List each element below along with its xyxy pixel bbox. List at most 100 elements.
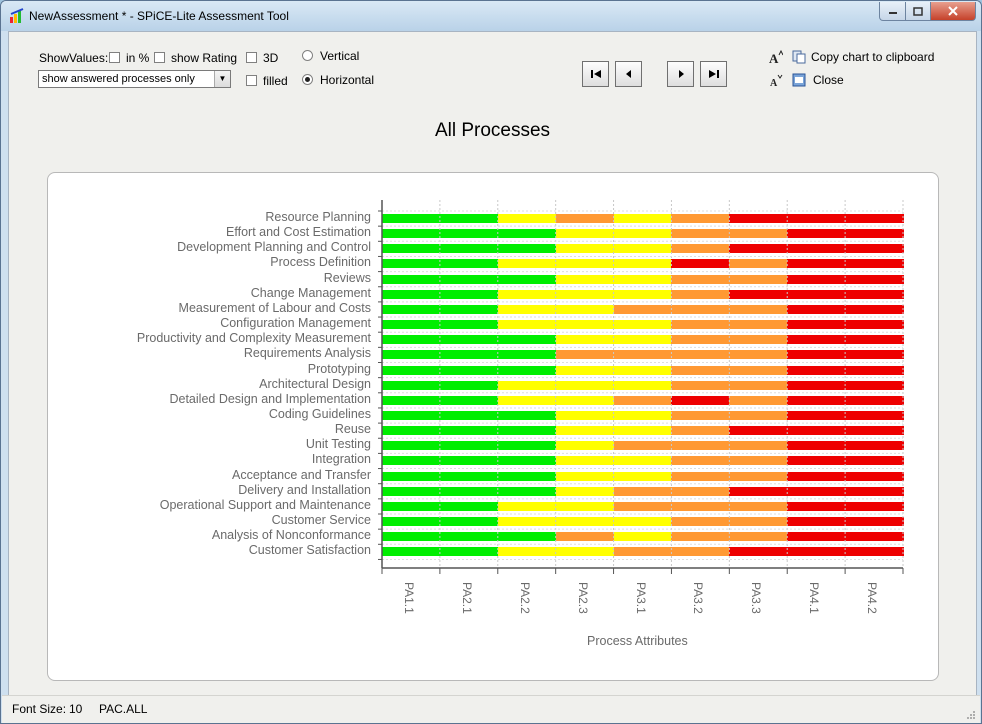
bar-segment	[671, 229, 730, 239]
bar-segment	[497, 456, 557, 466]
process-label: Resource Planning	[265, 210, 371, 224]
bar-segment	[439, 517, 499, 526]
bar-segment	[613, 395, 673, 405]
bar-segment	[382, 426, 441, 436]
bar-segment	[613, 532, 673, 542]
process-label: Delivery and Installation	[238, 482, 371, 497]
bar-segment	[787, 350, 846, 360]
bar-segment	[787, 380, 846, 390]
bar-segment	[555, 501, 615, 511]
svg-text:A: A	[769, 51, 779, 64]
x-tick-label: PA2.3	[575, 582, 592, 626]
bar-segment	[729, 289, 788, 299]
bar-segment	[613, 456, 673, 466]
bar-segment	[555, 274, 615, 284]
bar-segment	[613, 501, 673, 511]
bar-segment	[613, 486, 673, 496]
x-tick-label-text: PA2.3	[575, 582, 590, 614]
bar-segment	[382, 335, 441, 345]
bar-segment	[555, 517, 615, 526]
bar-segment	[671, 486, 730, 496]
process-label: Effort and Cost Estimation	[226, 225, 371, 240]
horizontal-radio[interactable]	[302, 74, 313, 85]
bar-segment	[671, 426, 730, 436]
bar-segment	[382, 304, 441, 314]
bar-segment	[787, 289, 846, 299]
bar-segment	[729, 304, 788, 314]
bar-segment	[439, 380, 499, 390]
bar-segment	[382, 471, 441, 481]
svg-text:A: A	[770, 78, 778, 87]
bar-segment	[382, 547, 441, 557]
bar-segment	[845, 532, 904, 542]
three-d-checkbox[interactable]	[246, 52, 257, 63]
in-percent-checkbox[interactable]	[109, 52, 120, 63]
bar-segment	[787, 365, 846, 375]
bar-segment	[439, 350, 499, 360]
bar-segment	[845, 350, 904, 360]
bar-segment	[729, 350, 788, 360]
bar-segment	[845, 304, 904, 314]
previous-button[interactable]	[615, 61, 642, 87]
copy-chart-link[interactable]: Copy chart to clipboard	[811, 50, 935, 64]
bar-segment	[439, 547, 499, 557]
horizontal-label: Horizontal	[320, 73, 375, 87]
bar-segment	[613, 335, 673, 345]
title-bar[interactable]: NewAssessment * - SPiCE-Lite Assessment …	[1, 1, 981, 31]
bar-segment	[671, 335, 730, 345]
bar-segment	[497, 532, 557, 542]
bar-segment	[845, 380, 904, 390]
three-d-label: 3D	[263, 51, 279, 65]
bar-segment	[787, 320, 846, 330]
close-link[interactable]: Close	[813, 73, 844, 87]
bar-segment	[497, 486, 557, 496]
last-button[interactable]	[700, 61, 727, 87]
close-dialog-icon	[792, 73, 806, 87]
bar-segment	[439, 214, 499, 223]
bar-segment	[497, 274, 557, 284]
bar-segment	[382, 517, 441, 526]
bar-segment	[787, 471, 846, 481]
bar-segment	[555, 471, 615, 481]
process-label: Requirements Analysis	[243, 346, 371, 361]
bar-segment	[497, 395, 557, 405]
bar-segment	[439, 395, 499, 405]
bar-segment	[439, 304, 499, 314]
resize-grip-icon[interactable]	[966, 710, 976, 720]
bar-segment	[729, 547, 788, 557]
process-label: Development Planning and Control	[177, 240, 371, 255]
bar-segment	[497, 304, 557, 314]
bar-segment	[439, 365, 499, 375]
bar-segment	[613, 274, 673, 284]
decrease-font-icon[interactable]: A	[769, 73, 783, 87]
process-label: Change Management	[250, 285, 371, 300]
bar-segment	[729, 426, 788, 436]
vertical-radio[interactable]	[302, 50, 313, 61]
bar-segment	[787, 304, 846, 314]
bar-segment	[497, 259, 557, 269]
bar-segment	[671, 289, 730, 299]
status-bar: Font Size: 10 PAC.ALL	[2, 695, 980, 723]
bar-segment	[382, 395, 441, 405]
first-button[interactable]	[582, 61, 609, 87]
bar-segment	[613, 380, 673, 390]
show-rating-checkbox[interactable]	[154, 52, 165, 63]
minimize-button[interactable]	[879, 2, 906, 21]
bar-segment	[555, 486, 615, 496]
bar-segment	[555, 532, 615, 542]
bar-segment	[382, 229, 441, 239]
close-window-button[interactable]	[930, 2, 976, 21]
maximize-button[interactable]	[905, 2, 931, 21]
bar-segment	[729, 274, 788, 284]
process-filter-value: show answered processes only	[42, 73, 195, 85]
bar-segment	[497, 380, 557, 390]
increase-font-icon[interactable]: A	[769, 50, 783, 64]
process-label: Reviews	[323, 270, 371, 285]
process-filter-select[interactable]: show answered processes only ▼	[38, 70, 231, 88]
bar-segment	[671, 441, 730, 451]
bar-segment	[613, 410, 673, 420]
filled-checkbox[interactable]	[246, 75, 257, 86]
bar-segment	[729, 380, 788, 390]
bar-segment	[845, 289, 904, 299]
next-button[interactable]	[667, 61, 694, 87]
